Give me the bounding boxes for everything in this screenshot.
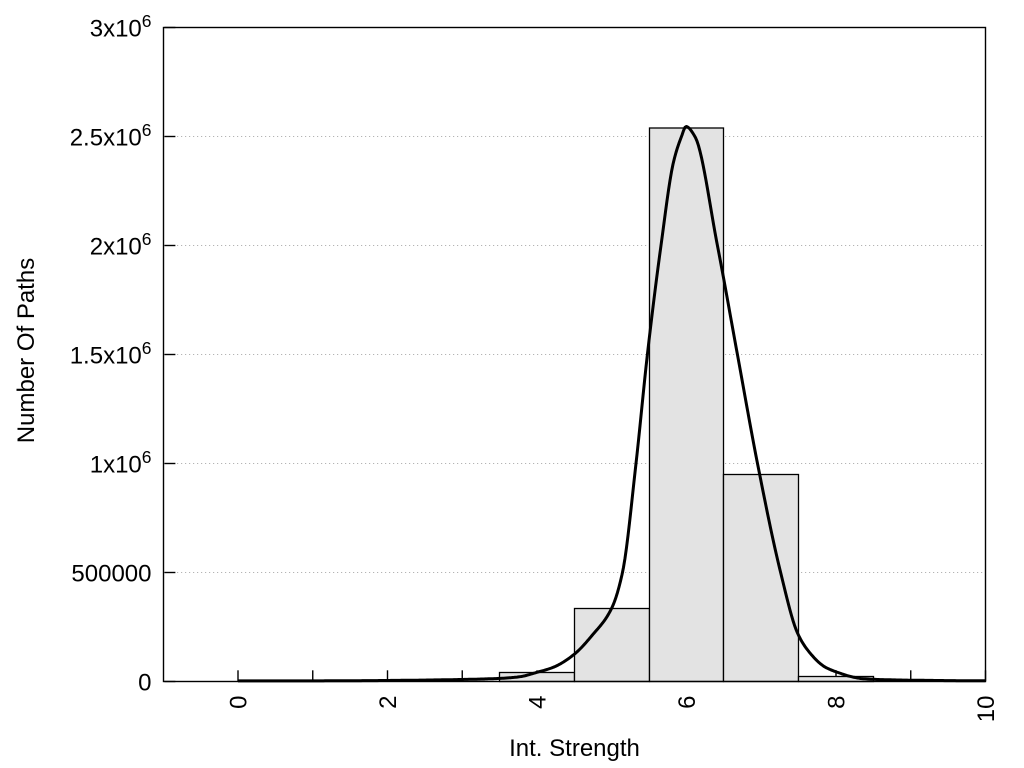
svg-text:Number Of Paths: Number Of Paths [13,258,40,443]
svg-text:6: 6 [674,696,701,709]
svg-text:2: 2 [375,696,402,709]
svg-text:Int. Strength: Int. Strength [509,735,640,762]
svg-text:2x106: 2x106 [90,229,152,260]
svg-text:8: 8 [824,696,851,709]
svg-text:10: 10 [973,696,1000,723]
svg-text:3x106: 3x106 [90,11,152,42]
svg-text:500000: 500000 [71,560,151,587]
svg-text:4: 4 [525,696,552,709]
svg-text:0: 0 [226,696,253,709]
svg-text:1x106: 1x106 [90,447,152,478]
svg-text:0: 0 [138,669,151,696]
svg-text:1.5x106: 1.5x106 [70,338,152,369]
svg-text:2.5x106: 2.5x106 [70,120,152,151]
